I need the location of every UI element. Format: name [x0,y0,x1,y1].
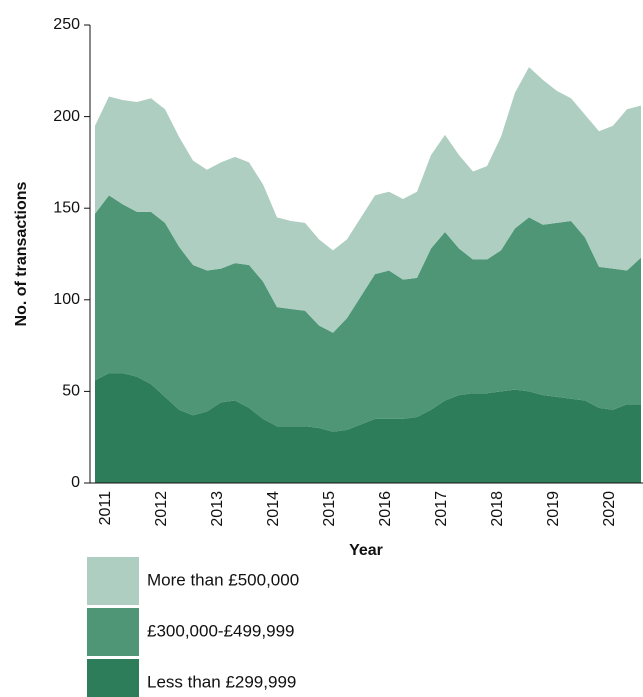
x-tick-label: 2018 [489,491,506,527]
legend-swatch [87,659,139,697]
area [95,195,641,432]
area [95,373,641,483]
x-tick-label: 2014 [265,491,282,527]
legend-label: More than £500,000 [147,570,299,589]
x-tick-label: 2011 [97,491,114,526]
legend-swatch [87,608,139,656]
y-tick-label: 50 [62,383,80,400]
y-tick-label: 150 [53,199,80,216]
y-tick-label: 100 [53,291,80,308]
x-tick-label: 2020 [601,491,618,527]
y-tick-label: 0 [71,474,80,491]
x-axis-label: Year [349,542,383,559]
x-tick-label: 2019 [545,491,562,527]
x-tick-label: 2012 [153,491,170,527]
area [95,67,641,333]
y-tick-label: 200 [53,108,80,125]
y-axis-label: No. of transactions [13,181,30,326]
x-tick-label: 2015 [321,491,338,527]
legend-label: £300,000-£499,999 [147,621,294,640]
x-tick-label: 2013 [209,491,226,527]
x-tick-label: 2016 [377,491,394,527]
legend-label: Less than £299,999 [147,672,296,691]
x-tick-label: 2017 [433,491,450,527]
y-tick-label: 250 [53,16,80,33]
legend-swatch [87,557,139,605]
